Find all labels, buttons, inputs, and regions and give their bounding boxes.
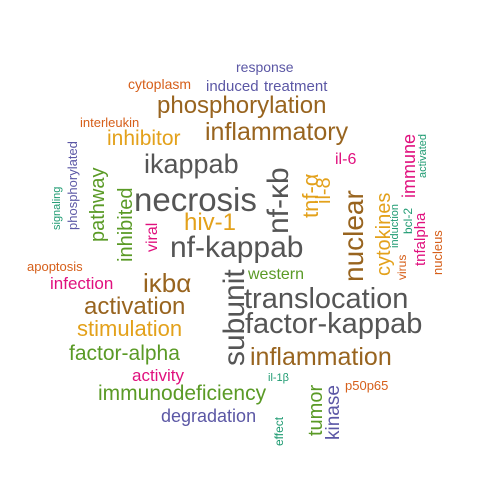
word-inhibitor: inhibitor: [107, 127, 181, 150]
word-factor-alpha: factor-alpha: [69, 342, 180, 365]
word-signaling: signaling: [51, 186, 63, 230]
word-western: western: [248, 266, 305, 283]
word-il-8: il-8: [313, 177, 335, 204]
word-induced: induced: [206, 78, 259, 95]
word-activity: activity: [132, 366, 184, 385]
word-pathway: pathway: [87, 167, 109, 243]
word-viral: viral: [144, 222, 161, 252]
word-tnfalpha: tnfalpha: [412, 212, 429, 266]
word-stimulation: stimulation: [77, 316, 183, 341]
word-apoptosis: apoptosis: [27, 259, 83, 274]
word-nf-kb: nf-κb: [262, 167, 295, 234]
word-activated: activated: [417, 133, 429, 178]
word-ikba: iκbα: [143, 268, 192, 298]
word-inflammatory: inflammatory: [205, 118, 349, 146]
word-translocation: translocation: [244, 283, 409, 315]
word-hiv-1: hiv-1: [184, 209, 237, 236]
word-degradation: degradation: [161, 406, 257, 426]
word-phosphorylation: phosphorylation: [157, 92, 327, 119]
word-effect: effect: [272, 416, 286, 446]
word-treatment: treatment: [264, 78, 328, 95]
word-activation: activation: [84, 293, 186, 320]
word-ikappab: ikappab: [144, 149, 239, 179]
word-factor-kappab: factor-kappab: [245, 308, 423, 340]
word-nucleus: nucleus: [430, 230, 445, 275]
word-cytoplasm: cytoplasm: [128, 76, 192, 92]
word-inflammation: inflammation: [250, 343, 392, 371]
word-nf-kappab: nf-kappab: [170, 231, 304, 264]
word-phosphorylated: phosphorylated: [65, 141, 80, 230]
word-immunodeficiency: immunodeficiency: [98, 382, 267, 405]
word-response: response: [236, 59, 294, 75]
word-inhibited: inhibited: [115, 187, 137, 262]
word-interleukin: interleukin: [80, 115, 140, 130]
word-induction: induction: [389, 203, 401, 248]
word-kinase: kinase: [323, 385, 344, 440]
word-il-1b: il-1β: [268, 372, 289, 384]
word-virus: virus: [395, 254, 409, 280]
word-infection: infection: [50, 274, 114, 293]
word-necrosis: necrosis: [134, 181, 257, 218]
word-immune: immune: [399, 133, 419, 198]
word-il-6: il-6: [335, 151, 357, 168]
word-p50p65: p50p65: [345, 378, 389, 393]
word-nuclear: nuclear: [338, 190, 369, 282]
